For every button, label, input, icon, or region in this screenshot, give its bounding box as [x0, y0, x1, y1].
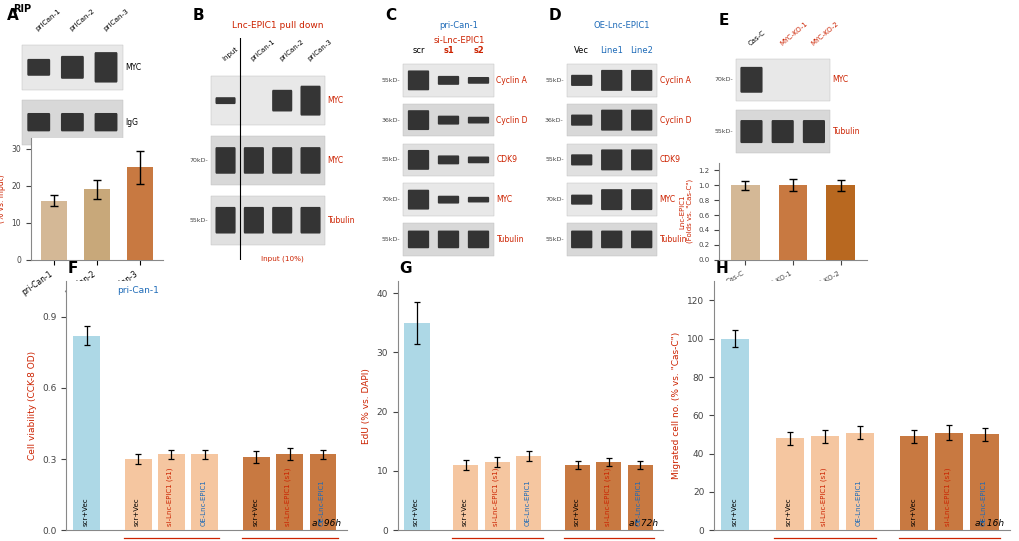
Bar [777, 186, 807, 260]
Text: at 96h: at 96h [312, 519, 341, 527]
FancyBboxPatch shape [740, 67, 762, 93]
Bar [900, 437, 927, 530]
Text: si-Lnc-EPIC1 (s1): si-Lnc-EPIC1 (s1) [284, 468, 291, 526]
Y-axis label: EdU (% vs. DAPI): EdU (% vs. DAPI) [362, 368, 371, 444]
Bar [192, 454, 218, 530]
Text: scr+Vec: scr+Vec [252, 498, 258, 526]
Text: OE-Lnc-EPIC1: OE-Lnc-EPIC1 [318, 480, 324, 526]
Bar [243, 457, 269, 530]
FancyBboxPatch shape [770, 120, 793, 143]
Bar [731, 186, 759, 260]
Text: MYC: MYC [832, 75, 848, 84]
Text: si-Lnc-EPIC1 (s1): si-Lnc-EPIC1 (s1) [603, 468, 610, 526]
Text: priCan-2: priCan-2 [68, 8, 96, 32]
Text: at 16h: at 16h [974, 519, 1003, 527]
Y-axis label: MYC-bound Lnc-EPIC1
(% vs. Input): MYC-bound Lnc-EPIC1 (% vs. Input) [0, 157, 5, 240]
Y-axis label: Lnc-EPIC1
(Folds vs. "Cas-C"): Lnc-EPIC1 (Folds vs. "Cas-C") [679, 179, 692, 243]
Bar [810, 437, 838, 530]
Bar [775, 438, 803, 530]
Text: Lnc-EPIC1 pull down: Lnc-EPIC1 pull down [232, 21, 323, 30]
Text: Tubulin: Tubulin [832, 127, 859, 136]
FancyBboxPatch shape [740, 120, 762, 143]
Bar [845, 433, 873, 530]
Text: scr+Vec: scr+Vec [462, 498, 467, 526]
Bar [735, 58, 828, 101]
Bar [934, 433, 963, 530]
Text: OE-Lnc-EPIC1: OE-Lnc-EPIC1 [855, 480, 861, 526]
Text: si-Lnc-EPIC1 (s1): si-Lnc-EPIC1 (s1) [819, 468, 826, 526]
Bar [309, 454, 336, 530]
Text: 70kD-: 70kD- [713, 77, 732, 82]
Text: priCan-1: priCan-1 [35, 8, 62, 32]
Text: G: G [398, 261, 411, 276]
Text: H: H [714, 261, 728, 276]
Bar [627, 465, 652, 530]
Bar [158, 454, 184, 530]
Bar [21, 45, 122, 90]
Text: priCan-3: priCan-3 [102, 8, 129, 32]
Text: OE-Lnc-EPIC1: OE-Lnc-EPIC1 [524, 480, 530, 526]
Bar [276, 454, 303, 530]
Text: scr+Vec: scr+Vec [731, 498, 737, 526]
Text: scr+Vec: scr+Vec [785, 498, 791, 526]
Text: IgG: IgG [125, 118, 139, 127]
Bar [125, 459, 152, 530]
Text: OE-Lnc-EPIC1: OE-Lnc-EPIC1 [979, 480, 985, 526]
Y-axis label: Cell viability (CCK-8 OD): Cell viability (CCK-8 OD) [28, 351, 37, 460]
FancyBboxPatch shape [61, 113, 84, 131]
Text: scr+Vec: scr+Vec [910, 498, 915, 526]
FancyBboxPatch shape [95, 113, 117, 131]
Text: scr+Vec: scr+Vec [573, 498, 579, 526]
Text: OE-Lnc-EPIC1: OE-Lnc-EPIC1 [201, 480, 207, 526]
Text: scr+Vec: scr+Vec [83, 498, 89, 526]
Text: MYC-KO-2: MYC-KO-2 [809, 21, 839, 47]
Bar [516, 456, 541, 530]
Text: scr+Vec: scr+Vec [413, 498, 419, 526]
Bar [73, 336, 100, 530]
Text: pri-Can-1: pri-Can-1 [439, 21, 478, 30]
Bar [41, 201, 67, 260]
FancyBboxPatch shape [28, 113, 50, 131]
Text: si-Lnc-EPIC1 (s1): si-Lnc-EPIC1 (s1) [944, 468, 951, 526]
Text: C: C [385, 8, 396, 23]
Text: pri-Can-1: pri-Can-1 [117, 286, 159, 295]
FancyBboxPatch shape [61, 56, 84, 79]
Text: Cas-C: Cas-C [747, 29, 766, 47]
Bar [565, 465, 589, 530]
Text: si-Lnc-EPIC1: si-Lnc-EPIC1 [433, 36, 484, 45]
Text: si-Lnc-EPIC1 (s1): si-Lnc-EPIC1 (s1) [167, 468, 173, 526]
Bar [596, 462, 621, 530]
Bar [735, 110, 828, 153]
Bar [825, 186, 854, 260]
Bar [484, 462, 510, 530]
Text: scr+Vec: scr+Vec [133, 498, 140, 526]
Text: si-Lnc-EPIC1 (s1): si-Lnc-EPIC1 (s1) [492, 468, 498, 526]
FancyBboxPatch shape [28, 59, 50, 76]
Bar [404, 323, 429, 530]
Text: MYC: MYC [125, 63, 142, 72]
Bar [84, 189, 110, 260]
FancyBboxPatch shape [802, 120, 824, 143]
Text: OE-Lnc-EPIC1: OE-Lnc-EPIC1 [593, 21, 650, 30]
Text: at 72h: at 72h [628, 519, 657, 527]
Bar [21, 100, 122, 144]
Text: 55kD-: 55kD- [713, 129, 732, 134]
Text: MYC-KO-1: MYC-KO-1 [779, 21, 808, 47]
Bar [452, 465, 478, 530]
Bar [969, 434, 998, 530]
Text: RIP: RIP [13, 4, 32, 14]
Text: A: A [7, 8, 18, 23]
FancyBboxPatch shape [95, 52, 117, 83]
Text: E: E [718, 13, 729, 28]
Text: F: F [67, 261, 77, 276]
Text: B: B [193, 8, 204, 23]
Y-axis label: Migrated cell no. (% vs. "Cas-C"): Migrated cell no. (% vs. "Cas-C") [672, 332, 681, 479]
Text: D: D [548, 8, 560, 23]
Bar [720, 339, 749, 530]
Text: OE-Lnc-EPIC1: OE-Lnc-EPIC1 [636, 480, 641, 526]
Bar [126, 167, 153, 260]
